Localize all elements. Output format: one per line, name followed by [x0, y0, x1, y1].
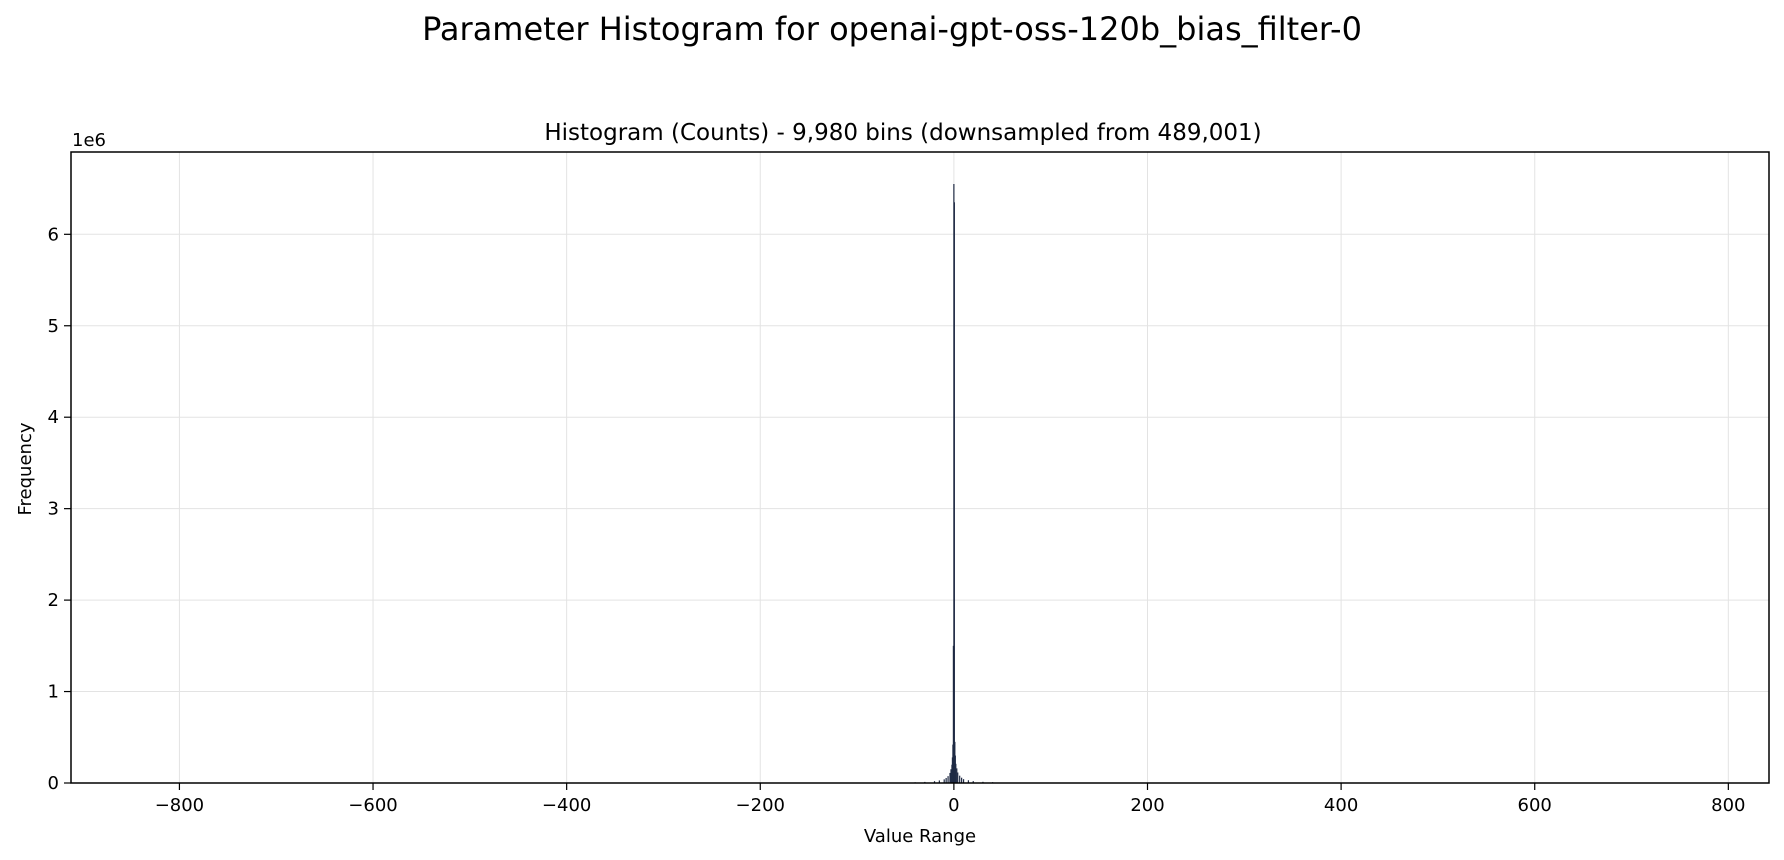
histogram-bars — [914, 184, 994, 783]
histogram-bar — [943, 779, 945, 783]
x-tick-label: 0 — [948, 795, 959, 816]
histogram-bar — [955, 763, 957, 783]
histogram-bar — [947, 776, 949, 783]
histogram-bar — [953, 202, 955, 783]
histogram-bar — [957, 772, 959, 783]
y-tick-label: 6 — [48, 224, 59, 245]
y-tick-label: 3 — [48, 499, 59, 520]
x-tick-label: −600 — [348, 795, 397, 816]
plot-frame — [70, 151, 1770, 784]
x-tick-label: 800 — [1711, 795, 1745, 816]
histogram-bar — [967, 780, 970, 783]
x-tick-label: 600 — [1518, 795, 1552, 816]
axis-ticks: −800 −600 −400 −200 0 200 400 600 800 0 1 2 3 4 5 6 — [48, 224, 1746, 816]
x-tick-label: −800 — [155, 795, 204, 816]
y-tick-label: 1 — [48, 682, 59, 703]
histogram-bar — [938, 780, 940, 783]
x-tick-label: −400 — [542, 795, 591, 816]
histogram-bar — [962, 779, 965, 783]
histogram-bar — [950, 769, 952, 783]
histogram-bar — [933, 781, 936, 783]
histogram-bar — [972, 781, 974, 783]
y-axis-label: Frequency — [15, 422, 36, 515]
histogram-bar — [949, 772, 951, 783]
x-tick-label: −200 — [736, 795, 785, 816]
grid-lines — [71, 152, 1769, 784]
y-tick-label: 4 — [48, 407, 59, 428]
histogram-bar — [945, 777, 947, 783]
y-offset-label: 1e6 — [72, 130, 106, 151]
y-tick-label: 0 — [48, 773, 59, 794]
chart-title: Histogram (Counts) - 9,980 bins (downsam… — [544, 120, 1261, 146]
figure-suptitle: Parameter Histogram for openai-gpt-oss-1… — [422, 10, 1362, 48]
x-tick-label: 200 — [1130, 795, 1164, 816]
x-tick-label: 400 — [1324, 795, 1358, 816]
x-axis-label: Value Range — [864, 826, 976, 847]
histogram-bar — [961, 777, 963, 783]
histogram-bar — [959, 775, 961, 783]
y-tick-label: 2 — [48, 590, 59, 611]
histogram-bar — [956, 768, 958, 783]
y-tick-label: 5 — [48, 316, 59, 337]
